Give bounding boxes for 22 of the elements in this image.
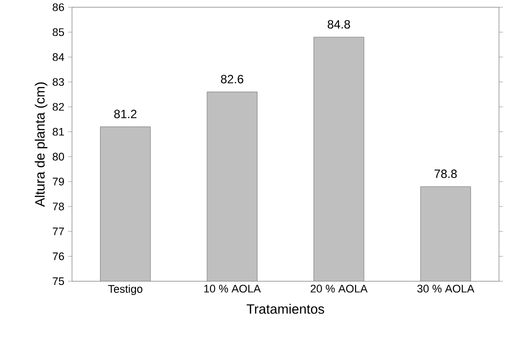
y-tick-label: 77	[52, 228, 64, 236]
data-label: 84.8	[328, 20, 350, 28]
x-tick-label: Testigo	[108, 284, 142, 295]
y-tick-label: 81	[52, 128, 64, 136]
y-tick-label: 83	[52, 78, 64, 86]
y-tick-label: 79	[52, 178, 64, 186]
y-tick-label: 75	[52, 277, 64, 285]
x-axis-title: Tratamientos	[246, 304, 324, 314]
y-tick-label: 82	[52, 102, 64, 111]
y-tick-label: 76	[52, 252, 64, 260]
y-tick-label: 78	[52, 202, 64, 210]
y-tick-label: 80	[52, 152, 64, 160]
y-tick-label: 84	[52, 53, 64, 61]
x-tick-label: 20 % AOLA	[310, 284, 368, 292]
y-axis-title: Altura de planta (cm)	[34, 82, 48, 207]
data-label: 81.2	[114, 110, 136, 118]
data-label: 78.8	[434, 169, 457, 178]
data-label: 82.6	[220, 74, 244, 84]
y-tick-label: 85	[52, 28, 64, 36]
x-tick-label: 10 % AOLA	[204, 284, 261, 292]
y-tick-label: 86	[52, 3, 64, 12]
x-tick-label: 30 % AOLA	[417, 284, 474, 292]
